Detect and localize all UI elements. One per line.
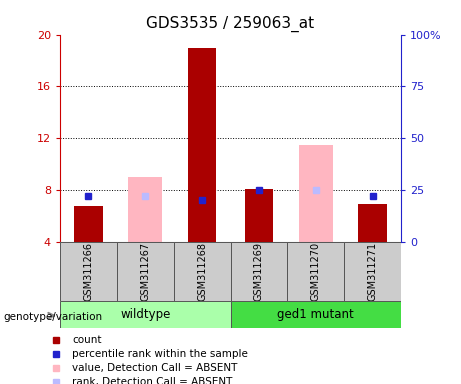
Bar [245, 189, 273, 242]
FancyBboxPatch shape [60, 242, 117, 301]
FancyBboxPatch shape [230, 242, 287, 301]
Text: GSM311268: GSM311268 [197, 242, 207, 301]
Text: GSM311266: GSM311266 [83, 242, 94, 301]
FancyBboxPatch shape [344, 242, 401, 301]
Text: percentile rank within the sample: percentile rank within the sample [72, 349, 248, 359]
Title: GDS3535 / 259063_at: GDS3535 / 259063_at [147, 16, 314, 32]
FancyBboxPatch shape [174, 242, 230, 301]
Bar [188, 48, 216, 242]
Bar [299, 145, 333, 242]
FancyBboxPatch shape [117, 242, 174, 301]
Text: value, Detection Call = ABSENT: value, Detection Call = ABSENT [72, 362, 238, 372]
Text: GSM311269: GSM311269 [254, 242, 264, 301]
Text: GSM311267: GSM311267 [140, 242, 150, 301]
Bar [128, 177, 162, 242]
Text: rank, Detection Call = ABSENT: rank, Detection Call = ABSENT [72, 377, 233, 384]
Text: count: count [72, 334, 102, 344]
FancyBboxPatch shape [230, 301, 401, 328]
Text: ged1 mutant: ged1 mutant [278, 308, 354, 321]
Text: GSM311271: GSM311271 [367, 242, 378, 301]
Bar [74, 206, 102, 242]
FancyBboxPatch shape [60, 301, 230, 328]
Text: wildtype: wildtype [120, 308, 171, 321]
Text: GSM311270: GSM311270 [311, 242, 321, 301]
Bar [358, 204, 387, 242]
Text: genotype/variation: genotype/variation [4, 312, 103, 322]
FancyBboxPatch shape [287, 242, 344, 301]
